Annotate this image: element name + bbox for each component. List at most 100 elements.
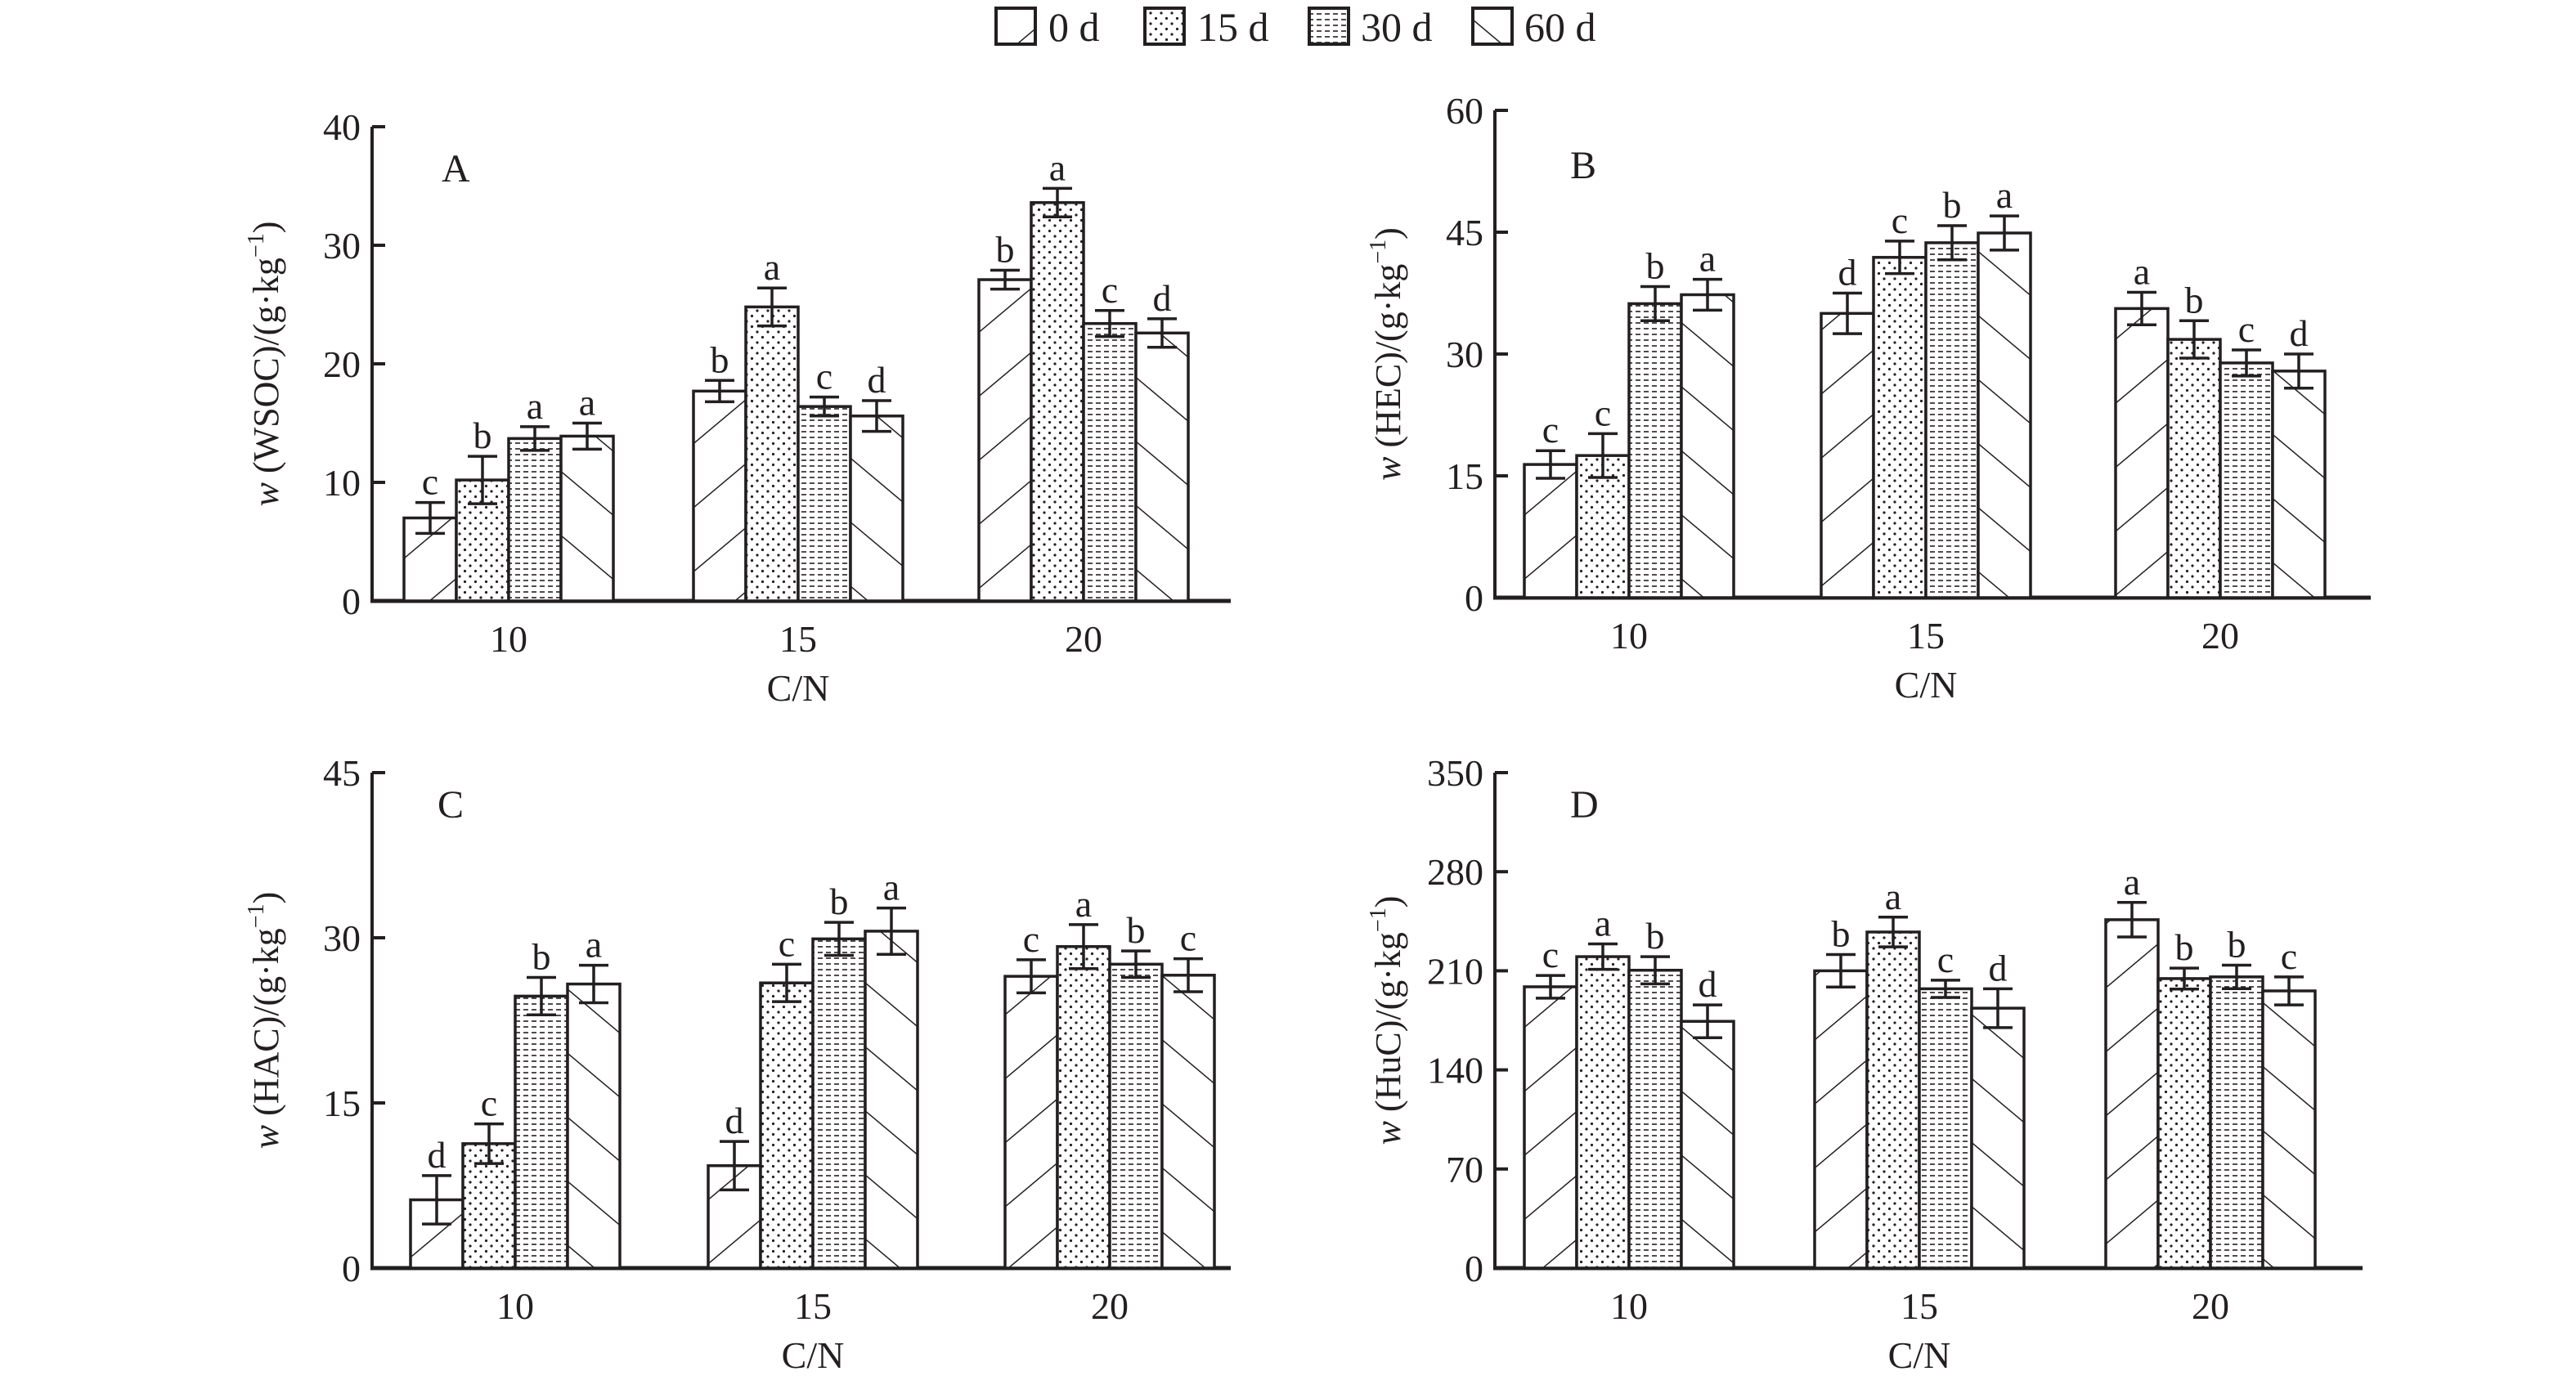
bar-60d [1680,293,1735,599]
bar-0d [977,278,1033,603]
significance-letter: a [764,246,780,288]
bar-0d [2104,918,2160,1270]
x-axis-title: C/N [1895,664,1958,706]
y-tick-label: 30 [1446,334,1483,375]
bar-60d [2271,370,2327,599]
error-bar [2284,352,2313,390]
significance-letter: d [1989,947,2008,988]
legend-label-60d: 60 d [1524,4,1596,50]
legend-item-0d: 0 d [994,4,1100,50]
significance-letter: d [2290,312,2309,354]
bar-60d [1970,1006,2026,1270]
error-bar [520,425,550,452]
y-axis-title-text: (HEC)/(g·kg [1368,264,1408,457]
error-bar [1588,432,1618,479]
bar-0d [1523,463,1578,599]
error-bar [579,963,608,1005]
error-bar [1069,923,1098,970]
panel-letter: A [442,147,470,190]
error-bar [1990,214,2019,252]
x-axis-title: C/N [782,1334,845,1376]
significance-letter: b [1832,912,1851,954]
bar-15d [2166,338,2222,599]
significance-letter: b [2228,923,2246,965]
y-tick-label: 60 [1446,90,1483,132]
panel-letter: D [1570,783,1599,827]
x-tick-label: 15 [779,618,817,660]
y-axis-title: w (WSOC)/(g·kg−1) [244,222,286,507]
bar-30d [1924,241,1980,599]
significance-letter: b [711,338,729,380]
significance-letter: c [422,461,438,503]
x-tick-label: 20 [2201,615,2239,657]
error-bar [1640,955,1670,986]
error-bar [1016,958,1046,995]
bar-30d [811,937,867,1270]
error-bar [572,421,602,451]
significance-letter: c [1023,918,1039,960]
bar-60d [566,982,622,1270]
legend-swatch-30d [1308,7,1350,46]
error-bar [1640,285,1670,323]
significance-letter: c [779,922,795,964]
significance-letter: d [1153,277,1172,319]
significance-letter: a [1049,146,1066,188]
significance-letter: c [1595,392,1611,433]
x-axis-title: C/N [1888,1334,1951,1376]
error-bar [1983,987,2013,1029]
bar-15d [759,981,815,1270]
panel-d: 0 70 140 210 280 350 Dw (HuC)/(g·kg−1) 10 15 20 C/… [1366,752,2363,1376]
bar-30d [1627,302,1683,599]
y-axis-title-text: (WSOC)/(g·kg [246,258,286,482]
bar-15d [1865,930,1921,1270]
significance-letter: c [1102,269,1118,311]
error-bar [757,286,787,328]
bar-30d [1918,987,1973,1270]
error-bar [2179,319,2209,360]
significance-letter: b [1646,915,1665,957]
error-bar [810,395,839,418]
y-tick-label: 20 [323,343,361,385]
significance-letter: a [2124,861,2140,903]
significance-letter: b [473,415,492,456]
y-axis-title-close: ) [1368,227,1408,240]
legend-label-0d: 0 d [1048,4,1100,50]
y-tick-label: 210 [1427,950,1483,992]
y-axis-title: w (HAC)/(g·kg−1) [244,892,286,1150]
y-tick-label: 30 [323,917,361,959]
error-bar [2222,963,2251,990]
legend-item-60d: 60 d [1471,4,1596,50]
x-tick-label: 15 [1907,615,1945,657]
significance-letter: b [1943,184,1962,226]
error-bar [772,962,801,1003]
bar-15d [2156,977,2212,1270]
y-tick-label: 0 [342,580,361,622]
y-axis-title-symbol: w [246,482,286,506]
error-bar [1147,317,1177,349]
bar-15d [1030,201,1085,603]
significance-letter: c [2281,935,2297,977]
legend-swatch-15d [1143,7,1186,46]
error-bar [1174,957,1203,993]
significance-letter: a [586,924,602,966]
significance-letter: b [1646,245,1665,287]
significance-letter: b [532,935,551,977]
error-bar [474,1122,504,1165]
bar-60d [559,434,615,603]
y-tick-label: 350 [1427,752,1483,794]
significance-letter: b [2185,279,2204,320]
legend-item-30d: 30 d [1308,4,1433,50]
significance-letter: a [2134,251,2150,293]
bar-0d [1813,969,1869,1270]
y-axis-title-sup: −1 [1366,240,1391,264]
legend-label-15d: 15 d [1197,4,1269,50]
significance-letter: a [1595,903,1611,944]
error-bar [1826,952,1856,989]
bar-15d [1872,256,1928,599]
x-tick-label: 10 [490,618,527,660]
significance-letter: b [2175,926,2194,968]
error-bar [2232,348,2261,378]
